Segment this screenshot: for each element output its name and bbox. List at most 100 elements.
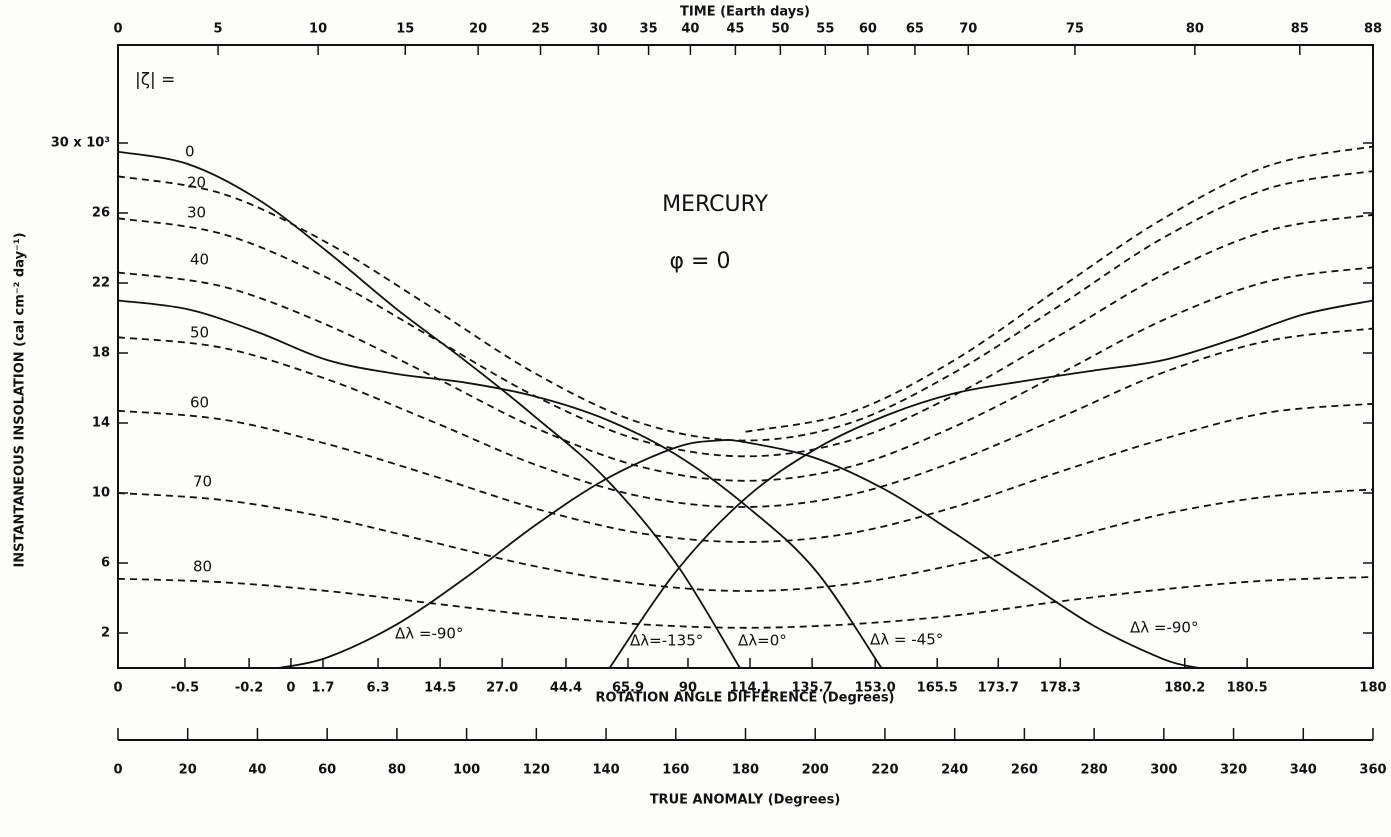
rotation-tick-label: 90	[679, 681, 697, 696]
series-label: 0	[185, 143, 195, 161]
series-label: 80	[193, 558, 212, 576]
time-tick-label: 25	[531, 22, 549, 37]
y-tick-label: 2	[101, 626, 110, 641]
curve	[745, 145, 1374, 433]
time-tick-label: 50	[771, 22, 789, 37]
rotation-tick-label: 0	[113, 681, 122, 696]
x-tick-label: 140	[592, 763, 619, 778]
rotation-tick-label: 165.5	[917, 681, 958, 696]
rotation-axis-title: ROTATION ANGLE DIFFERENCE (Degrees)	[596, 691, 895, 706]
y-tick-label: 6	[101, 556, 110, 571]
x-tick-label: 40	[248, 763, 266, 778]
rotation-tick-label: 153.0	[855, 681, 896, 696]
time-tick-label: 80	[1186, 22, 1204, 37]
rotation-tick-label: 114.1	[729, 681, 770, 696]
x-tick-label: 340	[1290, 763, 1317, 778]
curve	[117, 327, 1374, 508]
x-tick-label: 360	[1359, 763, 1386, 778]
y-tick-label: 10	[92, 486, 110, 501]
x-tick-label: 280	[1081, 763, 1108, 778]
rotation-tick-label: 180	[1359, 681, 1386, 696]
rotation-tick-label: 65.9	[612, 681, 644, 696]
curve	[117, 266, 1374, 482]
chart-title: MERCURY	[662, 192, 768, 217]
rotation-tick-label: -0.2	[235, 681, 263, 696]
rotation-tick-label: 178.3	[1040, 681, 1081, 696]
rotation-tick-label: 180.2	[1164, 681, 1205, 696]
rotation-tick-label: 44.4	[550, 681, 582, 696]
series-label: Δλ =-90°	[1130, 619, 1198, 637]
y-tick-label: 26	[92, 206, 110, 221]
series-label: Δλ=-135°	[630, 632, 703, 650]
x-tick-label: 300	[1150, 763, 1177, 778]
rotation-tick-label: 6.3	[367, 681, 390, 696]
time-tick-label: 85	[1291, 22, 1309, 37]
x-tick-label: 320	[1220, 763, 1247, 778]
series-label: 60	[190, 394, 209, 412]
y-axis-title: INSTANTANEOUS INSOLATION (cal cm⁻² day⁻¹…	[13, 232, 28, 567]
time-tick-label: 75	[1066, 22, 1084, 37]
curve	[117, 213, 1374, 458]
time-tick-label: 65	[906, 22, 924, 37]
series-label: Δλ = -45°	[870, 631, 943, 649]
series-label: Δλ=0°	[738, 632, 787, 650]
x-tick-label: 240	[941, 763, 968, 778]
series-label: 70	[193, 473, 212, 491]
curve	[117, 150, 741, 669]
x-tick-label: 180	[732, 763, 759, 778]
curve	[278, 438, 1199, 669]
chart-subtitle: φ = 0	[670, 249, 731, 274]
rotation-tick-label: 180.5	[1227, 681, 1268, 696]
x-tick-label: 120	[523, 763, 550, 778]
y-tick-label: 14	[92, 416, 110, 431]
time-tick-label: 88	[1364, 22, 1382, 37]
series-label: 30	[187, 204, 206, 222]
series-label: 50	[190, 324, 209, 342]
curve	[608, 299, 1374, 669]
x-tick-label: 160	[662, 763, 689, 778]
rotation-tick-label: 14.5	[424, 681, 456, 696]
curve	[117, 488, 1374, 592]
time-tick-label: 40	[681, 22, 699, 37]
curve	[117, 576, 1374, 629]
rotation-tick-label: -0.5	[171, 681, 199, 696]
time-tick-label: 60	[859, 22, 877, 37]
curve	[117, 402, 1374, 543]
rotation-tick-label: 1.7	[311, 681, 334, 696]
time-tick-label: 30	[589, 22, 607, 37]
y-tick-label: 18	[92, 346, 110, 361]
time-tick-label: 0	[113, 22, 122, 37]
time-axis-title: TIME (Earth days)	[680, 5, 810, 20]
y-tick-label: 22	[92, 276, 110, 291]
time-tick-label: 10	[309, 22, 327, 37]
time-tick-label: 45	[726, 22, 744, 37]
time-tick-label: 5	[214, 22, 223, 37]
rotation-tick-label: 173.7	[978, 681, 1019, 696]
y-tick-label: 30 x 10³	[51, 136, 110, 151]
x-axis-title: TRUE ANOMALY (Degrees)	[650, 793, 841, 808]
zeta-heading: |ζ| =	[135, 70, 175, 90]
x-tick-label: 60	[318, 763, 336, 778]
series-label: 20	[187, 174, 206, 192]
time-tick-label: 20	[469, 22, 487, 37]
time-tick-label: 55	[816, 22, 834, 37]
x-tick-label: 0	[113, 763, 122, 778]
curve	[117, 299, 883, 669]
rotation-tick-label: 27.0	[486, 681, 518, 696]
x-tick-label: 260	[1011, 763, 1038, 778]
time-tick-label: 35	[640, 22, 658, 37]
x-tick-label: 200	[802, 763, 829, 778]
x-tick-label: 80	[388, 763, 406, 778]
curve	[117, 170, 1374, 442]
rotation-tick-label: 0	[286, 681, 295, 696]
x-tick-label: 220	[871, 763, 898, 778]
x-tick-label: 100	[453, 763, 480, 778]
plot-frame	[117, 44, 1374, 669]
rotation-tick-label: 135.7	[792, 681, 833, 696]
time-tick-label: 15	[396, 22, 414, 37]
x-tick-label: 20	[179, 763, 197, 778]
series-label: 40	[190, 251, 209, 269]
time-tick-label: 70	[959, 22, 977, 37]
series-label: Δλ =-90°	[395, 625, 463, 643]
